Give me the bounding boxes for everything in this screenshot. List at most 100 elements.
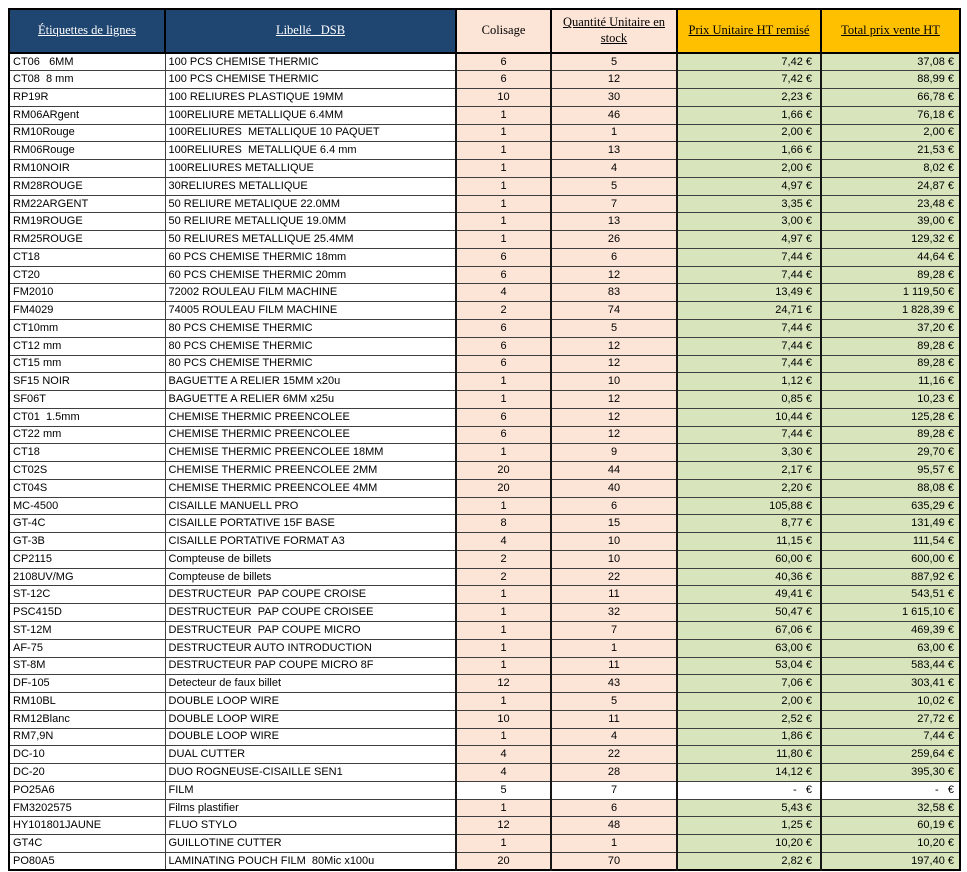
cell-prix-unitaire[interactable]: 5,43 € [676,798,822,818]
cell-colisage[interactable]: 1 [455,443,552,463]
cell-code[interactable]: GT4C [8,834,166,853]
cell-total-vente[interactable]: 63,00 € [820,638,961,658]
cell-colisage[interactable]: 6 [455,407,552,427]
cell-prix-unitaire[interactable]: 67,06 € [676,621,822,640]
cell-prix-unitaire[interactable]: 105,88 € [676,496,822,516]
cell-code[interactable]: CP2115 [8,549,166,569]
cell-total-vente[interactable]: 469,39 € [820,621,961,640]
cell-prix-unitaire[interactable]: - € [676,780,822,800]
cell-total-vente[interactable]: 24,87 € [820,176,961,196]
cell-quantite-stock[interactable]: 74 [550,301,678,320]
cell-prix-unitaire[interactable]: 1,66 € [676,105,822,125]
cell-libelle[interactable]: 80 PCS CHEMISE THERMIC [164,336,457,356]
cell-colisage[interactable]: 10 [455,709,552,729]
cell-libelle[interactable]: 30RELIURES METALLIQUE [164,176,457,196]
cell-total-vente[interactable]: 583,44 € [820,656,961,676]
cell-colisage[interactable]: 8 [455,514,552,534]
cell-total-vente[interactable]: 60,19 € [820,816,961,836]
cell-total-vente[interactable]: 1 828,39 € [820,301,961,320]
cell-prix-unitaire[interactable]: 7,44 € [676,265,822,285]
cell-libelle[interactable]: DUAL CUTTER [164,745,457,765]
cell-libelle[interactable]: DESTRUCTEUR PAP COUPE CROISE [164,585,457,605]
cell-prix-unitaire[interactable]: 2,00 € [676,159,822,178]
cell-total-vente[interactable]: 10,23 € [820,390,961,409]
cell-libelle[interactable]: CHEMISE THERMIC PREENCOLEE [164,425,457,445]
cell-libelle[interactable]: 72002 ROULEAU FILM MACHINE [164,283,457,303]
cell-total-vente[interactable]: 37,08 € [820,52,961,72]
cell-total-vente[interactable]: 197,40 € [820,851,961,871]
cell-total-vente[interactable]: 29,70 € [820,443,961,463]
header-libelle-dsb[interactable]: Libellé _DSB [164,8,457,54]
cell-prix-unitaire[interactable]: 2,00 € [676,123,822,143]
cell-total-vente[interactable]: 89,28 € [820,265,961,285]
cell-colisage[interactable]: 1 [455,176,552,196]
cell-prix-unitaire[interactable]: 1,12 € [676,372,822,392]
cell-libelle[interactable]: Compteuse de billets [164,567,457,587]
cell-total-vente[interactable]: 111,54 € [820,532,961,551]
cell-code[interactable]: FM2010 [8,283,166,303]
header-total-prix-vente[interactable]: Total prix vente HT [820,8,961,54]
cell-colisage[interactable]: 6 [455,70,552,90]
cell-total-vente[interactable]: 88,08 € [820,478,961,498]
cell-libelle[interactable]: 100RELIURES METALLIQUE 6.4 mm [164,141,457,161]
cell-prix-unitaire[interactable]: 8,77 € [676,514,822,534]
cell-libelle[interactable]: 50 RELIURE METALLIQUE 19.0MM [164,212,457,232]
cell-quantite-stock[interactable]: 15 [550,514,678,534]
cell-prix-unitaire[interactable]: 13,49 € [676,283,822,303]
cell-quantite-stock[interactable]: 5 [550,318,678,338]
cell-quantite-stock[interactable]: 6 [550,247,678,267]
cell-quantite-stock[interactable]: 44 [550,461,678,480]
cell-quantite-stock[interactable]: 4 [550,727,678,747]
cell-quantite-stock[interactable]: 12 [550,70,678,90]
cell-libelle[interactable]: 80 PCS CHEMISE THERMIC [164,318,457,338]
cell-quantite-stock[interactable]: 4 [550,159,678,178]
cell-prix-unitaire[interactable]: 40,36 € [676,567,822,587]
cell-prix-unitaire[interactable]: 11,15 € [676,532,822,551]
header-etiquettes-de-lignes[interactable]: Étiquettes de lignes [8,8,166,54]
cell-prix-unitaire[interactable]: 7,06 € [676,674,822,694]
cell-quantite-stock[interactable]: 1 [550,123,678,143]
cell-total-vente[interactable]: 27,72 € [820,709,961,729]
cell-total-vente[interactable]: 44,64 € [820,247,961,267]
cell-quantite-stock[interactable]: 22 [550,745,678,765]
cell-code[interactable]: DF-105 [8,674,166,694]
cell-total-vente[interactable]: 95,57 € [820,461,961,480]
cell-libelle[interactable]: CISAILLE PORTATIVE FORMAT A3 [164,532,457,551]
cell-libelle[interactable]: 50 RELIURES METALLIQUE 25.4MM [164,230,457,249]
cell-code[interactable]: ST-12C [8,585,166,605]
cell-libelle[interactable]: Compteuse de billets [164,549,457,569]
cell-quantite-stock[interactable]: 6 [550,798,678,818]
cell-total-vente[interactable]: 39,00 € [820,212,961,232]
cell-prix-unitaire[interactable]: 53,04 € [676,656,822,676]
cell-total-vente[interactable]: 1 119,50 € [820,283,961,303]
cell-quantite-stock[interactable]: 7 [550,194,678,214]
cell-colisage[interactable]: 1 [455,230,552,249]
cell-quantite-stock[interactable]: 5 [550,52,678,72]
cell-libelle[interactable]: DOUBLE LOOP WIRE [164,692,457,711]
cell-colisage[interactable]: 1 [455,194,552,214]
cell-code[interactable]: PO80A5 [8,851,166,871]
cell-prix-unitaire[interactable]: 14,12 € [676,763,822,782]
cell-quantite-stock[interactable]: 11 [550,656,678,676]
cell-quantite-stock[interactable]: 11 [550,709,678,729]
cell-libelle[interactable]: DESTRUCTEUR PAP COUPE MICRO [164,621,457,640]
cell-quantite-stock[interactable]: 43 [550,674,678,694]
cell-total-vente[interactable]: 131,49 € [820,514,961,534]
cell-code[interactable]: CT22 mm [8,425,166,445]
cell-total-vente[interactable]: 66,78 € [820,88,961,107]
cell-quantite-stock[interactable]: 6 [550,496,678,516]
cell-total-vente[interactable]: 88,99 € [820,70,961,90]
cell-prix-unitaire[interactable]: 7,44 € [676,354,822,374]
cell-quantite-stock[interactable]: 46 [550,105,678,125]
cell-colisage[interactable]: 6 [455,265,552,285]
cell-prix-unitaire[interactable]: 2,00 € [676,692,822,711]
cell-libelle[interactable]: DUO ROGNEUSE-CISAILLE SEN1 [164,763,457,782]
cell-quantite-stock[interactable]: 1 [550,834,678,853]
cell-colisage[interactable]: 1 [455,656,552,676]
cell-code[interactable]: SF15 NOIR [8,372,166,392]
cell-code[interactable]: RM10Rouge [8,123,166,143]
cell-total-vente[interactable]: 21,53 € [820,141,961,161]
cell-code[interactable]: RP19R [8,88,166,107]
cell-libelle[interactable]: LAMINATING POUCH FILM 80Mic x100u [164,851,457,871]
cell-libelle[interactable]: 100 PCS CHEMISE THERMIC [164,70,457,90]
